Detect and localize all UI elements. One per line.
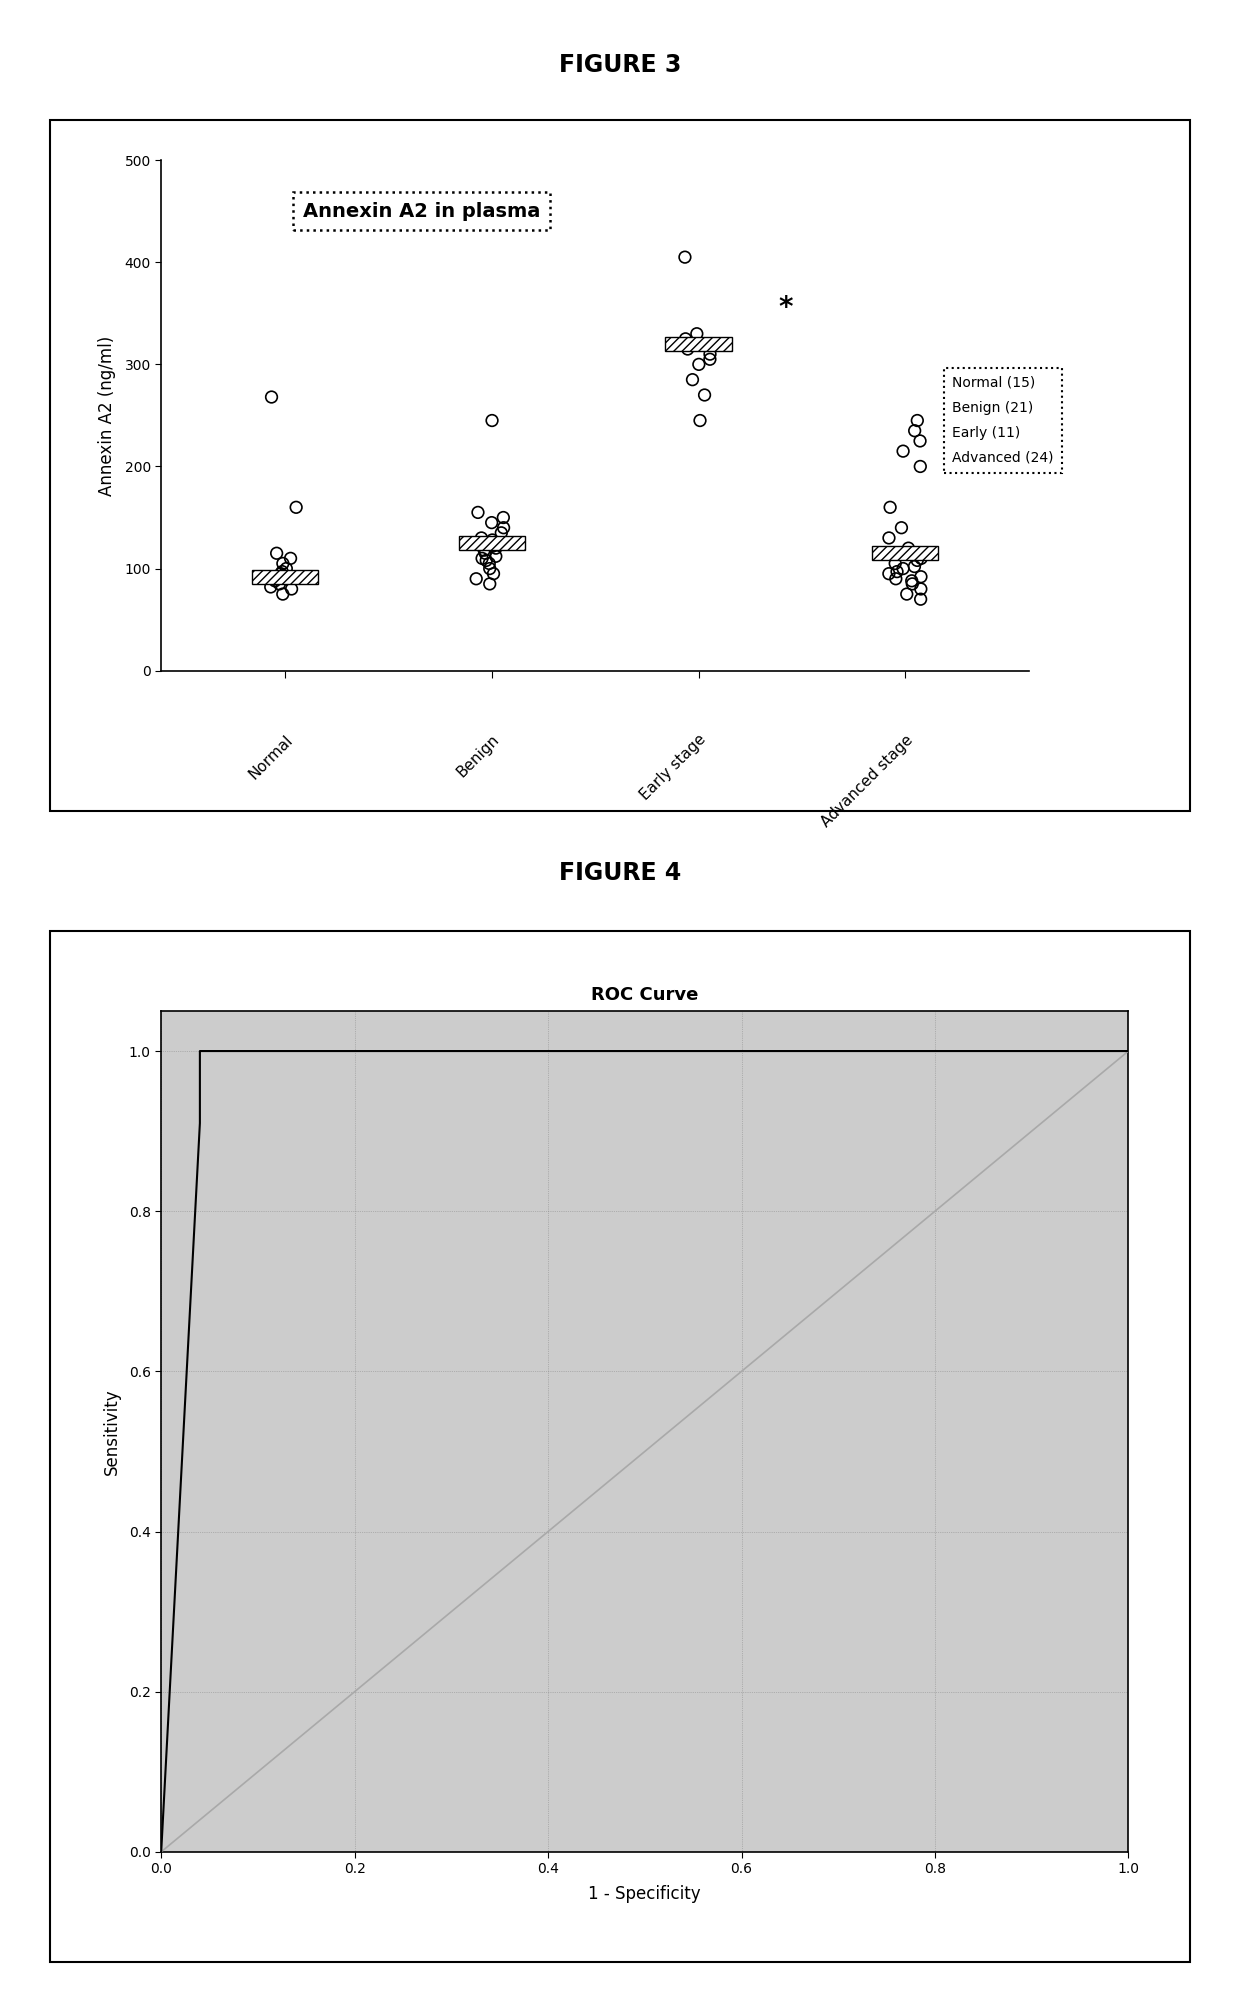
Point (474, 535, 494, 567)
Point (911, 573, 931, 605)
Point (267, 537, 286, 569)
Point (263, 563, 283, 595)
Point (273, 579, 293, 611)
Point (280, 543, 300, 575)
Point (879, 523, 899, 555)
Title: ROC Curve: ROC Curve (591, 985, 698, 1003)
Point (905, 414, 925, 446)
Point (908, 545, 928, 577)
Point (480, 547, 500, 579)
Point (904, 551, 924, 583)
Point (494, 500, 513, 533)
FancyBboxPatch shape (666, 336, 732, 350)
Point (277, 553, 296, 585)
X-axis label: 1 - Specificity: 1 - Specificity (589, 1884, 701, 1902)
Point (475, 537, 495, 569)
Text: FIGURE 3: FIGURE 3 (559, 54, 681, 76)
Point (273, 557, 293, 589)
Point (910, 424, 930, 456)
Y-axis label: Annexin A2 (ng/ml): Annexin A2 (ng/ml) (98, 334, 117, 496)
Point (689, 348, 709, 380)
Point (701, 342, 720, 374)
Point (893, 553, 913, 585)
Point (494, 513, 513, 545)
Text: Normal (15)
Benign (21)
Early (11)
Advanced (24): Normal (15) Benign (21) Early (11) Advan… (952, 376, 1054, 464)
Point (269, 569, 289, 601)
Point (486, 541, 506, 573)
Point (480, 553, 500, 585)
Point (267, 561, 286, 593)
Point (678, 332, 698, 364)
Point (482, 531, 502, 563)
Point (470, 527, 490, 559)
Point (467, 496, 487, 529)
Point (676, 322, 696, 354)
Text: Early stage: Early stage (637, 733, 709, 803)
Point (482, 507, 502, 539)
Point (270, 559, 290, 591)
Point (910, 450, 930, 482)
FancyBboxPatch shape (872, 547, 939, 561)
Point (687, 318, 707, 350)
Point (281, 573, 301, 605)
Point (694, 378, 714, 410)
Point (286, 490, 306, 523)
Point (265, 565, 285, 597)
Point (681, 328, 701, 360)
Point (892, 513, 911, 545)
Point (884, 537, 904, 569)
Point (260, 571, 280, 603)
FancyBboxPatch shape (459, 537, 525, 551)
Point (897, 579, 916, 611)
Point (682, 364, 702, 396)
Point (911, 561, 931, 593)
Text: Normal: Normal (246, 733, 296, 781)
Point (911, 543, 931, 575)
Point (879, 559, 899, 591)
Point (476, 545, 496, 577)
Point (885, 547, 905, 579)
Point (910, 583, 930, 615)
Text: Annexin A2 in plasma: Annexin A2 in plasma (303, 202, 541, 220)
Point (901, 565, 921, 597)
Point (472, 543, 492, 575)
Text: *: * (777, 294, 792, 322)
Point (887, 557, 906, 589)
Y-axis label: Sensitivity: Sensitivity (103, 1387, 120, 1475)
Point (691, 404, 711, 436)
Point (880, 490, 900, 523)
Point (482, 404, 502, 436)
Point (908, 404, 928, 436)
Point (466, 563, 486, 595)
Point (482, 525, 502, 557)
Point (899, 533, 919, 565)
Point (491, 517, 511, 549)
Point (893, 434, 913, 466)
Text: FIGURE 4: FIGURE 4 (559, 861, 681, 885)
Point (903, 569, 923, 601)
Text: Benign: Benign (454, 733, 502, 781)
FancyBboxPatch shape (252, 571, 319, 585)
Point (701, 338, 720, 370)
Point (273, 547, 293, 579)
Point (471, 523, 491, 555)
Point (486, 533, 506, 565)
Point (885, 563, 905, 595)
Point (480, 569, 500, 601)
Point (262, 380, 281, 412)
Point (675, 240, 694, 272)
Text: Advanced stage: Advanced stage (818, 733, 916, 829)
Point (484, 559, 503, 591)
